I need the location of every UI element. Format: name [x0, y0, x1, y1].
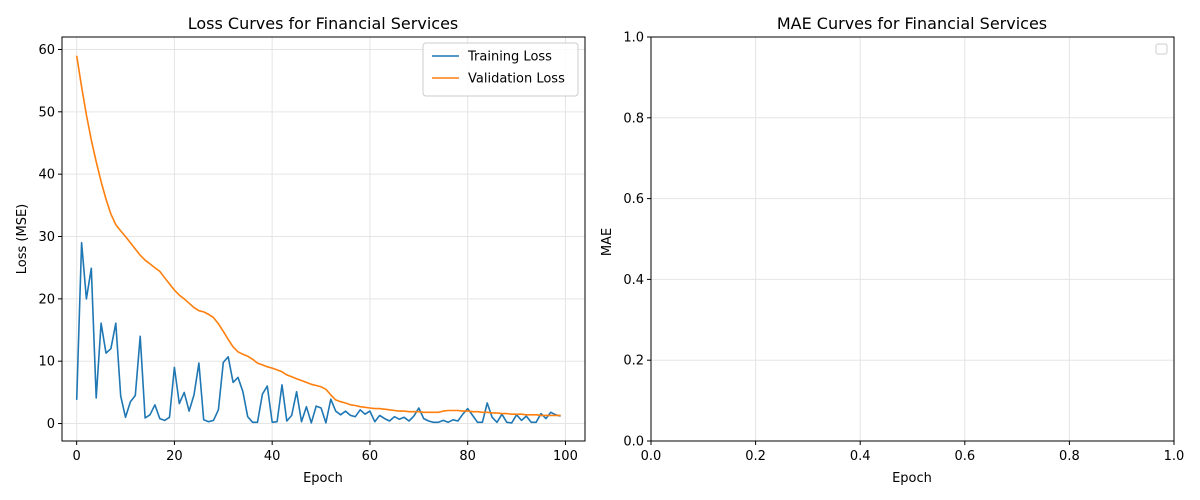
loss-chart-ytick-label: 20 — [38, 292, 55, 307]
loss-chart-ytick-label: 30 — [38, 230, 55, 245]
mae-chart-ytick-label: 0.6 — [623, 192, 644, 207]
loss-chart-legend-label: Validation Loss — [468, 72, 565, 87]
loss-chart-xtick-label: 100 — [553, 449, 578, 464]
loss-chart-ytick-label: 50 — [38, 105, 55, 120]
loss-chart-grid — [62, 37, 585, 441]
loss-chart: Loss Curves for Financial Services 0 20 40… — [15, 14, 586, 486]
loss-chart-xtick-label: 0 — [73, 449, 81, 464]
loss-chart-xtick-label: 40 — [264, 449, 281, 464]
mae-chart-ytick-label: 0.2 — [623, 354, 644, 369]
mae-chart-xtick-label: 1.0 — [1164, 449, 1185, 464]
loss-chart-legend: Training Loss Validation Loss — [422, 42, 579, 97]
mae-chart-xtick-label: 0.2 — [745, 449, 766, 464]
loss-chart-title: Loss Curves for Financial Services — [188, 14, 459, 33]
loss-chart-ticks: 0 20 40 60 80 100 0 10 20 30 40 50 60 — [38, 43, 577, 464]
mae-chart-xtick-label: 0.6 — [954, 449, 975, 464]
loss-chart-legend-label: Training Loss — [467, 50, 552, 65]
loss-chart-ylabel: Loss (MSE) — [15, 204, 30, 274]
loss-chart-ytick-label: 0 — [47, 417, 55, 432]
loss-chart-ytick-label: 10 — [38, 355, 55, 370]
mae-chart-legend-box — [1155, 43, 1168, 55]
mae-chart-ytick-label: 0.8 — [623, 111, 644, 126]
mae-chart-xtick-label: 0.8 — [1059, 449, 1080, 464]
loss-chart-series-line-0 — [75, 241, 561, 424]
loss-chart-frame — [61, 36, 586, 442]
mae-chart-xlabel: Epoch — [892, 471, 932, 486]
loss-chart-xtick-label: 20 — [166, 449, 183, 464]
loss-chart-legend-box — [422, 42, 579, 97]
loss-chart-series — [75, 55, 561, 424]
loss-chart-series-line-1 — [75, 55, 561, 417]
mae-chart-ticks: 0.0 0.2 0.4 0.6 0.8 1.0 0.0 0.2 0.4 0.6 0.8 1.0 — [623, 31, 1184, 465]
mae-chart-ytick-label: 0.0 — [623, 435, 644, 450]
mae-chart: MAE Curves for Financial Services 0.0 0.2… — [600, 14, 1184, 486]
mae-chart-ytick-label: 1.0 — [623, 31, 644, 46]
mae-chart-ytick-label: 0.4 — [623, 273, 644, 288]
mae-chart-grid — [650, 36, 1175, 442]
mae-chart-xtick-label: 0.4 — [850, 449, 871, 464]
mae-chart-frame — [650, 36, 1175, 442]
loss-chart-ytick-label: 40 — [38, 168, 55, 183]
loss-chart-xlabel: Epoch — [303, 471, 343, 486]
loss-chart-ytick-label: 60 — [38, 43, 55, 58]
mae-chart-title: MAE Curves for Financial Services — [777, 14, 1047, 33]
mae-chart-ylabel: MAE — [600, 228, 615, 256]
loss-chart-xtick-label: 80 — [459, 449, 476, 464]
loss-chart-xtick-label: 60 — [362, 449, 379, 464]
mae-chart-xtick-label: 0.0 — [641, 449, 662, 464]
